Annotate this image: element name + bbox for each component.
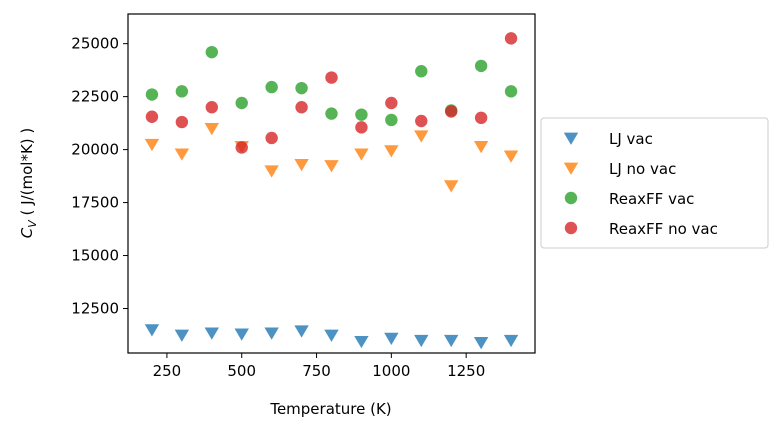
data-point <box>355 108 368 121</box>
data-point <box>324 160 339 173</box>
series-lj-no-vac <box>144 123 519 193</box>
data-point <box>503 150 519 163</box>
legend-label: ReaxFF vac <box>609 190 694 208</box>
series-reaxff-no-vac <box>145 32 518 154</box>
data-point <box>294 325 309 338</box>
data-point <box>354 335 369 349</box>
data-point <box>295 81 308 95</box>
data-point <box>265 80 278 94</box>
y-tick-label: 15000 <box>71 247 119 265</box>
y-axis-label-symbol: C <box>18 227 36 238</box>
x-tick-label: 750 <box>302 362 331 380</box>
data-point <box>384 145 399 158</box>
data-point <box>294 159 309 172</box>
plot-marks <box>144 32 519 350</box>
x-axis-label: Temperature (K) <box>269 400 391 418</box>
data-point <box>503 334 519 348</box>
y-axis-label-units: ( J/(mol*K) ) <box>18 128 36 220</box>
legend-items: LJ vac LJ no vac ReaxFF vac ReaxFF no vac <box>563 130 718 238</box>
data-point <box>264 327 279 340</box>
data-point <box>174 329 190 342</box>
legend-marker <box>564 221 578 235</box>
series-reaxff-vac <box>145 45 518 127</box>
data-point <box>415 114 428 128</box>
y-tick-label: 20000 <box>71 141 119 159</box>
x-tick-label: 1250 <box>447 362 485 380</box>
legend-label: LJ no vac <box>609 160 676 178</box>
data-point <box>415 65 428 78</box>
y-tick-label: 25000 <box>71 35 119 53</box>
data-point <box>385 113 398 127</box>
data-point <box>295 101 308 114</box>
data-point <box>444 334 459 348</box>
data-point <box>175 115 189 129</box>
y-tick-label: 22500 <box>71 88 119 106</box>
data-point <box>384 332 399 346</box>
legend-label: LJ vac <box>609 130 653 148</box>
data-point <box>445 105 458 118</box>
y-tick-label: 17500 <box>71 194 119 212</box>
data-point <box>414 130 429 143</box>
series-lj-vac <box>144 324 519 350</box>
data-point <box>175 85 189 98</box>
data-point <box>474 111 488 125</box>
data-point <box>145 88 159 101</box>
data-point <box>474 59 488 73</box>
x-axis-ticks: 250 500 750 1000 1250 <box>153 353 485 380</box>
data-point <box>504 32 518 45</box>
data-point <box>324 329 339 342</box>
axes-frame <box>127 13 536 354</box>
data-point <box>174 148 190 161</box>
legend: LJ vac LJ no vac ReaxFF vac ReaxFF no vac <box>540 117 769 249</box>
y-axis-ticks: 12500 15000 17500 20000 22500 25000 <box>71 35 128 318</box>
x-tick-label: 1000 <box>372 362 410 380</box>
data-point <box>205 45 218 59</box>
data-point <box>204 327 219 340</box>
data-point <box>144 324 160 337</box>
data-point <box>265 131 278 145</box>
legend-label: ReaxFF no vac <box>609 220 718 238</box>
x-tick-label: 250 <box>153 362 182 380</box>
data-point <box>414 334 429 348</box>
y-axis-label-subscript: V <box>26 219 39 228</box>
data-point <box>473 337 489 350</box>
data-point <box>204 123 219 136</box>
data-point <box>144 138 160 152</box>
data-point <box>325 107 338 120</box>
data-point <box>473 141 489 154</box>
legend-marker <box>563 132 579 145</box>
y-axis-label: CV ( J/(mol*K) ) <box>18 128 39 239</box>
data-point <box>235 141 248 154</box>
data-point <box>444 180 459 193</box>
legend-marker <box>564 191 578 205</box>
data-point <box>354 148 369 161</box>
data-point <box>264 165 279 178</box>
data-point <box>385 96 398 110</box>
y-tick-label: 12500 <box>71 300 119 318</box>
x-tick-label: 500 <box>227 362 256 380</box>
data-point <box>234 328 249 341</box>
data-point <box>235 96 248 110</box>
data-point <box>205 101 218 114</box>
data-point <box>145 110 159 123</box>
legend-frame <box>540 117 769 249</box>
data-point <box>355 121 368 134</box>
legend-marker <box>563 162 579 175</box>
data-point <box>325 71 338 84</box>
data-point <box>504 85 518 98</box>
